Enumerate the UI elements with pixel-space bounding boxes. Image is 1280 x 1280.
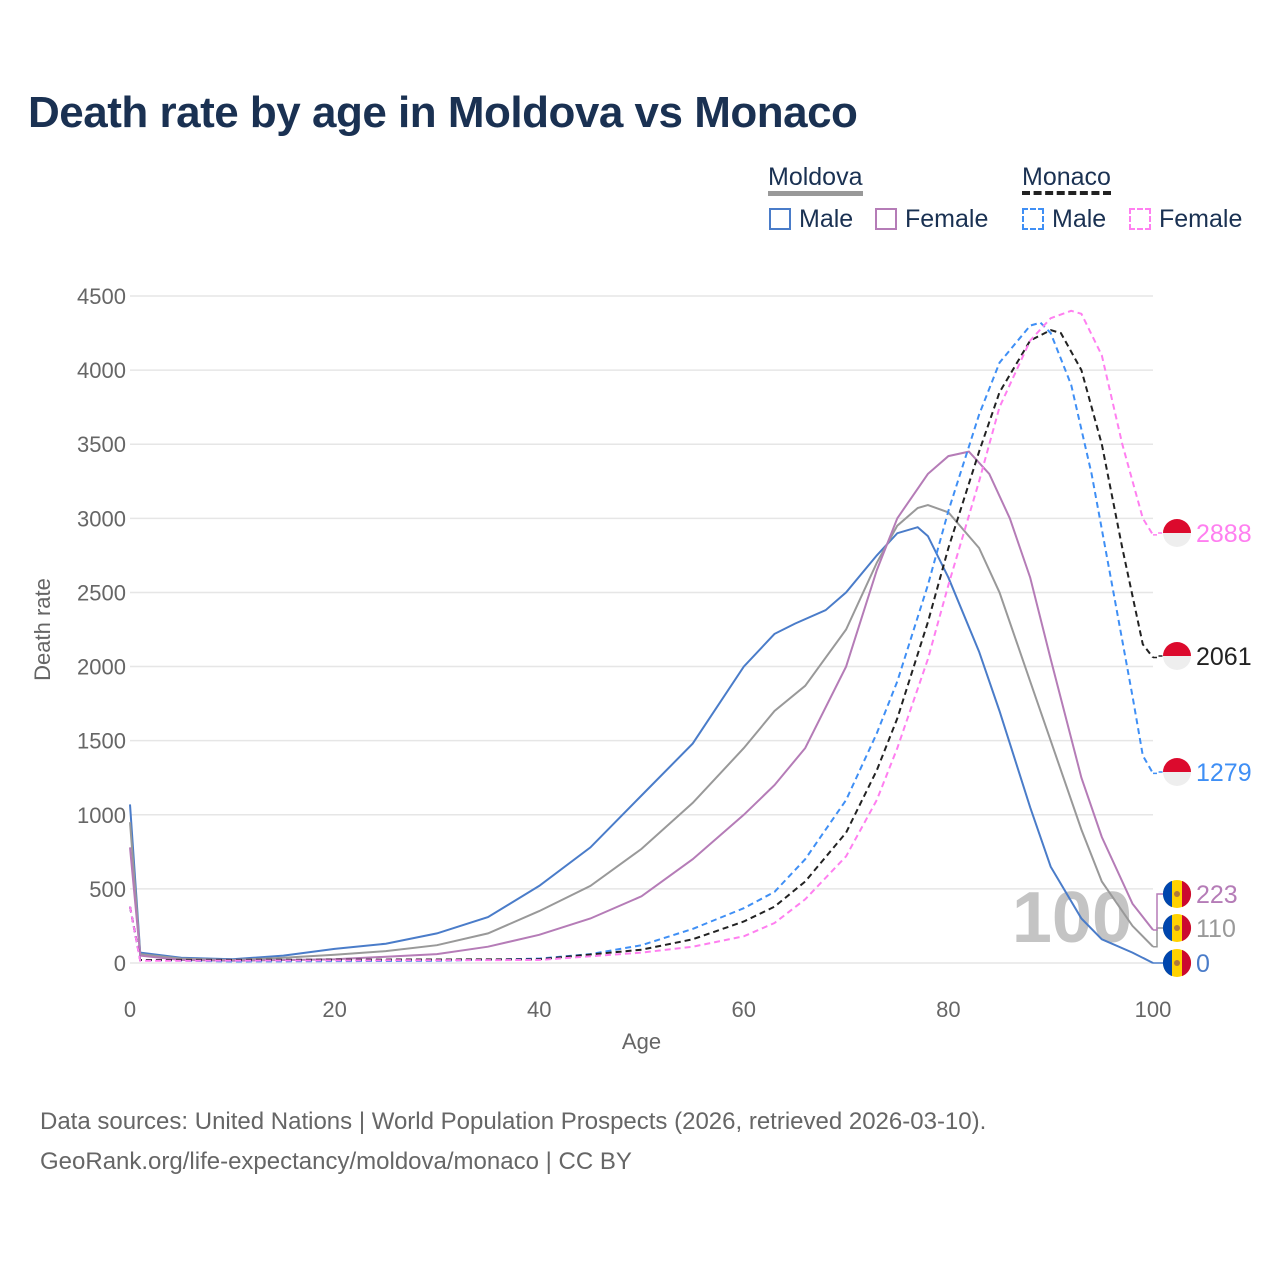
monaco-flag-icon bbox=[1163, 533, 1191, 547]
legend-monaco: Monaco bbox=[1022, 163, 1111, 195]
y-axis-label: Death rate bbox=[30, 578, 55, 681]
legend-moldova-male: Male bbox=[799, 205, 854, 233]
moldova-flag-icon bbox=[1174, 960, 1180, 966]
end-value-label: 223 bbox=[1196, 881, 1238, 909]
monaco-flag-icon bbox=[1163, 772, 1191, 786]
legend-swatch-moldova-male bbox=[769, 208, 791, 230]
legend-moldova-female: Female bbox=[905, 205, 989, 233]
moldova-flag-icon bbox=[1174, 891, 1180, 897]
series-line-monaco-male bbox=[129, 321, 1154, 963]
legend-swatch-moldova-female bbox=[875, 208, 897, 230]
x-tick-label: 80 bbox=[936, 997, 960, 1022]
x-tick-label: 100 bbox=[1135, 997, 1172, 1022]
y-tick-label: 3500 bbox=[77, 432, 126, 457]
end-value-label: 2061 bbox=[1196, 643, 1252, 671]
y-tick-label: 500 bbox=[89, 877, 126, 902]
legend-moldova: Moldova bbox=[768, 163, 863, 196]
monaco-flag-icon bbox=[1163, 758, 1191, 772]
legend-swatch-monaco-female bbox=[1129, 208, 1151, 230]
x-tick-label: 40 bbox=[527, 997, 551, 1022]
end-value-label: 2888 bbox=[1196, 520, 1252, 548]
y-tick-label: 4000 bbox=[77, 358, 126, 383]
moldova-flag-icon bbox=[1182, 880, 1192, 908]
end-connector bbox=[1153, 927, 1165, 948]
moldova-flag-icon bbox=[1182, 949, 1192, 977]
x-tick-label: 60 bbox=[732, 997, 756, 1022]
x-axis-label: Age bbox=[622, 1029, 661, 1054]
legend-monaco-male: Male bbox=[1052, 205, 1107, 233]
end-connector bbox=[1153, 771, 1165, 775]
monaco-flag-icon bbox=[1163, 642, 1191, 656]
end-value-label: 1279 bbox=[1196, 759, 1252, 787]
series-line-monaco-female bbox=[129, 309, 1154, 962]
legend-swatch-monaco-male bbox=[1022, 208, 1044, 230]
watermark-age: 100 bbox=[1012, 878, 1132, 958]
moldova-flag-icon bbox=[1162, 949, 1172, 977]
monaco-flag-icon bbox=[1163, 519, 1191, 533]
x-tick-label: 0 bbox=[124, 997, 136, 1022]
series-line-moldova-male bbox=[129, 526, 1154, 964]
source-line-2: GeoRank.org/life-expectancy/moldova/mona… bbox=[40, 1148, 632, 1175]
end-connector bbox=[1153, 893, 1165, 931]
series-line-moldova bbox=[129, 503, 1154, 962]
y-tick-label: 2000 bbox=[77, 655, 126, 680]
y-tick-label: 0 bbox=[114, 951, 126, 976]
source-line-1: Data sources: United Nations | World Pop… bbox=[40, 1108, 987, 1135]
y-tick-label: 1000 bbox=[77, 803, 126, 828]
chart-title: Death rate by age in Moldova vs Monaco bbox=[28, 88, 858, 137]
moldova-flag-icon bbox=[1162, 914, 1172, 942]
end-value-label: 0 bbox=[1196, 950, 1210, 978]
end-connector bbox=[1153, 655, 1165, 659]
moldova-flag-icon bbox=[1182, 914, 1192, 942]
series-line-moldova-female bbox=[129, 450, 1154, 962]
x-tick-label: 20 bbox=[322, 997, 346, 1022]
end-value-label: 110 bbox=[1196, 915, 1236, 943]
y-tick-label: 3000 bbox=[77, 506, 126, 531]
end-connector bbox=[1153, 532, 1165, 536]
moldova-flag-icon bbox=[1174, 925, 1180, 931]
y-tick-label: 4500 bbox=[77, 284, 126, 309]
y-tick-label: 2500 bbox=[77, 580, 126, 605]
series-line-monaco bbox=[129, 329, 1154, 962]
legend-monaco-female: Female bbox=[1159, 205, 1243, 233]
monaco-flag-icon bbox=[1163, 656, 1191, 670]
y-tick-label: 1500 bbox=[77, 729, 126, 754]
moldova-flag-icon bbox=[1162, 880, 1172, 908]
